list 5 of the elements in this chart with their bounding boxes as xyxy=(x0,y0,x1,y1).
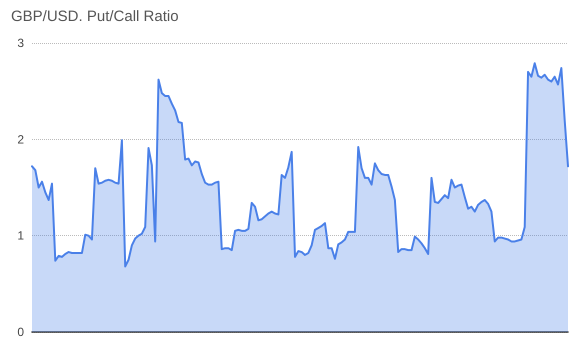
y-tick-label: 2 xyxy=(17,132,24,146)
chart-title: GBP/USD. Put/Call Ratio xyxy=(11,8,179,25)
y-tick-label: 3 xyxy=(17,36,24,50)
y-tick-label: 0 xyxy=(17,325,24,339)
y-tick-label: 1 xyxy=(17,228,24,243)
